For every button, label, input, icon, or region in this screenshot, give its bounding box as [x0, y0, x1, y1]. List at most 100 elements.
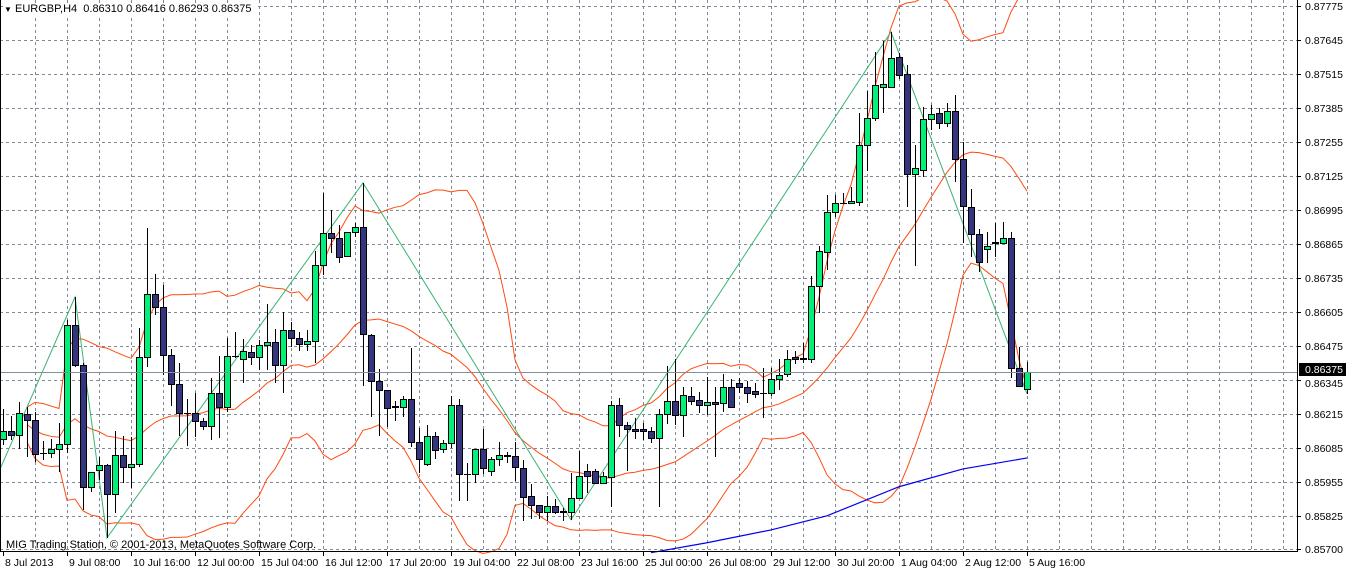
candle-body-bull	[0, 431, 7, 440]
candle	[320, 193, 327, 275]
candle-body-bull	[608, 405, 615, 478]
candle-body-bull	[992, 242, 999, 244]
candle-body-bear	[504, 455, 511, 457]
candle-body-bull	[344, 232, 351, 257]
candle-body-bull	[496, 455, 503, 460]
candle-body-bear	[712, 402, 719, 405]
candle-body-bear	[360, 227, 367, 335]
price-tick-label: 0.86995	[1305, 205, 1343, 217]
candle-body-bear	[72, 325, 79, 366]
candle-body-bull	[824, 212, 831, 253]
candle	[832, 195, 839, 217]
candle-body-bull	[16, 413, 23, 436]
candle	[48, 439, 55, 458]
bollinger-lower	[26, 262, 1028, 554]
candle	[280, 312, 287, 393]
candle	[760, 368, 767, 418]
candle	[552, 499, 559, 514]
candle-body-bull	[312, 265, 319, 342]
candle	[504, 452, 511, 463]
candle	[712, 387, 719, 457]
candle	[696, 392, 703, 413]
candle-body-bull	[56, 444, 63, 450]
price-tick-label: 0.86085	[1305, 443, 1343, 455]
price-tick-label: 0.85700	[1305, 544, 1343, 556]
candle	[544, 496, 551, 521]
candle	[648, 427, 655, 443]
moving-average-line	[650, 457, 1028, 554]
candle-body-bear	[976, 234, 983, 263]
time-tick-label: 30 Jul 20:00	[837, 557, 894, 569]
bollinger-upper	[26, 0, 1019, 427]
chart-header: ▼ EURGBP,H4 0.86310 0.86416 0.86293 0.86…	[4, 3, 255, 15]
candle-body-bull	[320, 233, 327, 266]
candle	[272, 329, 279, 383]
candle	[24, 407, 31, 457]
candle	[240, 339, 247, 383]
time-tick-label: 23 Jul 16:00	[581, 557, 638, 569]
price-tick-label: 0.85955	[1305, 477, 1343, 489]
candle-body-bear	[272, 342, 279, 366]
candle-body-bull	[576, 476, 583, 499]
price-tick-label: 0.87385	[1305, 103, 1343, 115]
candle	[384, 390, 391, 427]
candle-body-bear	[584, 471, 591, 477]
moving-average	[650, 457, 1028, 554]
candle-body-bear	[408, 399, 415, 443]
candle-body-bear	[176, 384, 183, 414]
candle-body-bear	[1016, 368, 1023, 387]
time-tick-label: 5 Aug 16:00	[1029, 557, 1085, 569]
candle-body-bear	[480, 449, 487, 469]
current-price-marker: 0.86375	[1299, 363, 1346, 376]
candle-body-bear	[728, 387, 735, 408]
candle-body-bear	[328, 233, 335, 239]
candle-body-bear	[792, 357, 799, 360]
triangle-down-icon[interactable]: ▼	[4, 5, 12, 14]
candle-body-bear	[688, 396, 695, 402]
candle-body-bull	[256, 345, 263, 358]
price-axis: 0.87775 0.87645 0.87515 0.87385 0.87255 0.871…	[1297, 1, 1343, 556]
candle-body-bear	[936, 113, 943, 124]
candle	[184, 399, 191, 446]
candle-body-bull	[776, 375, 783, 380]
candle-body-bear	[632, 429, 639, 432]
price-tick-label: 0.86735	[1305, 273, 1343, 285]
candle	[720, 374, 727, 412]
candle-body-bull	[872, 85, 879, 119]
candle	[616, 398, 623, 437]
candle-body-bear	[8, 431, 15, 436]
grid	[0, 0, 1297, 551]
candle	[632, 418, 639, 439]
price-tick-label: 0.86605	[1305, 307, 1343, 319]
current-price-box	[1299, 363, 1346, 376]
candle-body-bear	[512, 456, 519, 468]
candle	[88, 472, 95, 492]
candle-body-bear	[696, 400, 703, 406]
candle-body-bear	[200, 421, 207, 427]
candle-body-bear	[168, 355, 175, 385]
candle	[104, 464, 111, 538]
candle	[40, 441, 47, 460]
time-tick-label: 25 Jul 00:00	[645, 557, 702, 569]
candle-body-bull	[800, 358, 807, 360]
candle	[664, 366, 671, 424]
candle	[80, 363, 87, 510]
candle	[424, 425, 431, 466]
candle-body-bull	[560, 511, 567, 513]
candle-body-bull	[264, 342, 271, 346]
candle	[1024, 362, 1031, 394]
candle	[128, 437, 135, 488]
candle-body-bear	[384, 390, 391, 409]
candle	[840, 193, 847, 204]
candle-body-bull	[448, 405, 455, 444]
candle-body-bull	[984, 246, 991, 250]
candle	[208, 378, 215, 440]
candle	[600, 472, 607, 484]
high-value: 0.86416	[126, 3, 166, 15]
candle	[744, 381, 751, 403]
candle-body-bull	[888, 58, 895, 88]
time-tick-label: 8 Jul 2013	[5, 557, 54, 569]
candle-body-bear	[368, 335, 375, 382]
candle-body-bear	[960, 159, 967, 207]
